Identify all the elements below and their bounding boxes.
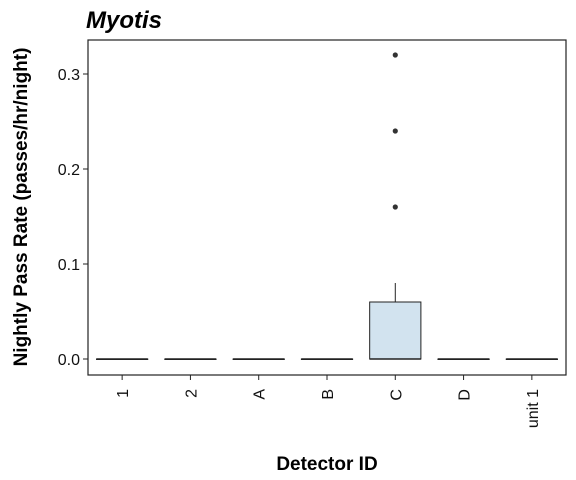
boxes-group [96, 52, 558, 360]
x-axis-title: Detector ID [276, 454, 377, 475]
box-unit-1 [505, 358, 558, 360]
outlier-point [392, 204, 398, 210]
chart-title: Myotis [86, 7, 162, 34]
outlier-point [392, 52, 398, 58]
box-A [232, 358, 285, 360]
box-iqr [369, 301, 422, 360]
y-tick-label: 0.0 [58, 352, 80, 369]
plot-panel [87, 39, 567, 376]
y-tick-label: 0.1 [58, 257, 80, 274]
x-tick-label: 2 [183, 389, 200, 398]
x-tick-label: 1 [115, 389, 132, 398]
box-C [369, 52, 422, 360]
x-tick-label: unit 1 [525, 389, 542, 428]
box-1 [96, 358, 149, 360]
x-tick-label: B [320, 389, 337, 400]
x-tick-label: D [457, 389, 474, 401]
box-B [300, 358, 354, 360]
box-D [437, 358, 490, 360]
y-axis: 0.0 0.1 0.2 0.3 [58, 67, 88, 369]
y-tick-label: 0.2 [58, 162, 80, 179]
x-tick-label: C [388, 389, 405, 401]
y-axis-title: Nightly Pass Rate (passes/hr/night) [11, 48, 32, 367]
x-tick-label: A [252, 389, 269, 400]
outlier-point [392, 128, 398, 134]
y-tick-label: 0.3 [58, 67, 80, 84]
box-2 [164, 358, 217, 360]
